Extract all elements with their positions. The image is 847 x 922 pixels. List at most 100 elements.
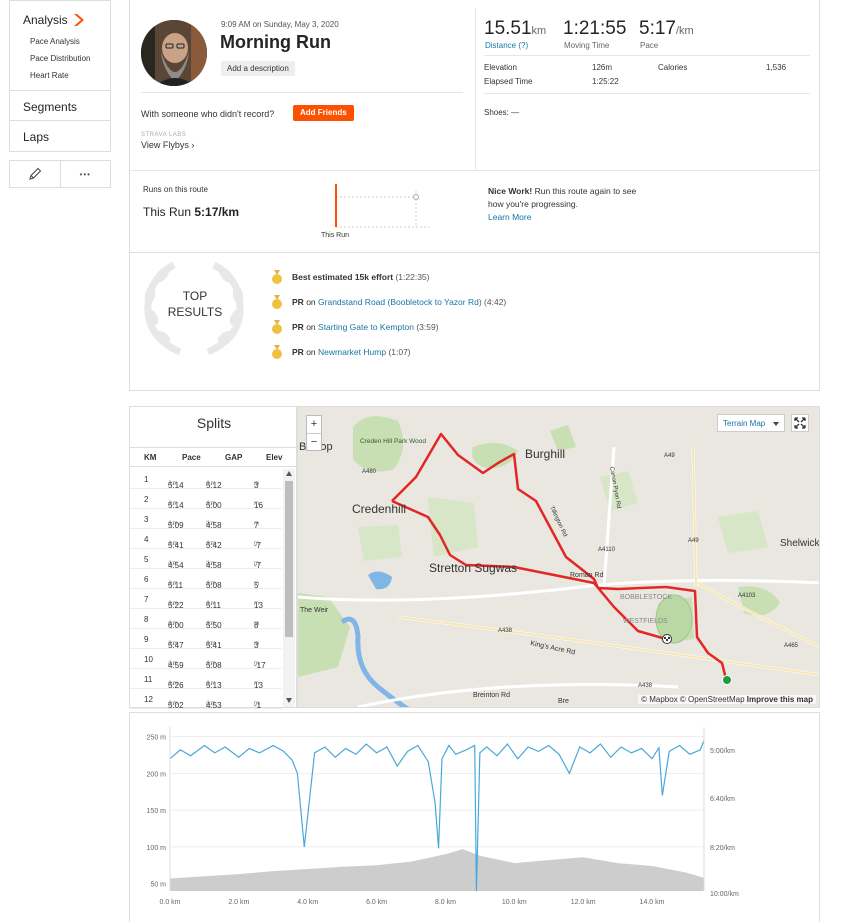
split-pace-unit: /km: [168, 561, 178, 567]
route-map[interactable]: Bishop Creden Hill Park Wood Burghill Cr…: [297, 406, 820, 708]
sidebar-item-laps[interactable]: Laps: [9, 121, 111, 152]
sidebar-item-pace-distribution[interactable]: Pace Distribution: [30, 54, 91, 63]
result-time: (4:42): [484, 297, 507, 307]
map-label-a438: A438: [498, 628, 513, 634]
split-row[interactable]: 9 5:47 /km 5:41 /km 3 m: [130, 629, 282, 650]
split-gap-value: 4:58: [206, 561, 222, 570]
moving-time-label: Moving Time: [564, 41, 610, 50]
improve-map-link[interactable]: Improve this map: [746, 695, 813, 704]
split-elev-unit: m: [254, 641, 259, 647]
split-row[interactable]: 8 6:00 /km 5:50 /km 8 m: [130, 609, 282, 630]
split-elev-value: 16: [254, 501, 263, 510]
map-label-burghill: Burghill: [525, 447, 565, 461]
distance-value: 15.51: [484, 18, 532, 39]
sidebar-item-analysis[interactable]: Analysis Pace Analysis Pace Distribution…: [9, 4, 111, 90]
splits-title: Splits: [196, 415, 232, 431]
result-type: Best estimated 15k effort: [292, 272, 394, 282]
split-gap-value: 4:58: [206, 521, 222, 530]
view-flybys-link[interactable]: View Flybys ›: [141, 140, 194, 150]
split-row[interactable]: 4 5:41 /km 5:42 /km -7 m: [130, 529, 282, 550]
split-pace-unit: /km: [168, 701, 178, 707]
terrain-map-dropdown[interactable]: Terrain Map: [717, 414, 785, 432]
divider-vertical: [475, 8, 476, 170]
y-axis-left-tick: 200 m: [147, 771, 167, 778]
split-gap-unit: /km: [206, 561, 216, 567]
osm-attribution-link[interactable]: © OpenStreetMap: [679, 695, 745, 704]
stat-pace: 5:17/km: [639, 18, 694, 40]
sidebar-item-segments[interactable]: Segments: [9, 90, 111, 121]
zoom-in-button[interactable]: +: [307, 416, 321, 434]
y-axis-right-tick: 5:00/km: [710, 748, 735, 755]
sidebar-item-pace-analysis[interactable]: Pace Analysis: [30, 37, 80, 46]
split-km: 1: [144, 475, 149, 484]
split-gap-unit: /km: [206, 521, 216, 527]
divider: [141, 92, 463, 93]
divider: [130, 170, 819, 171]
map-label-westfields: WESTFIELDS: [623, 618, 668, 625]
split-row[interactable]: 2 5:14 /km 5:00 /km 16 m: [130, 489, 282, 510]
split-row[interactable]: 12 5:02 /km 4:53 /km -1 m: [130, 689, 282, 710]
map-label-bre: Bre: [558, 698, 569, 705]
result-item: Best estimated 15k effort (1:22:35): [271, 270, 430, 284]
split-pace-value: 5:22: [168, 601, 184, 610]
scroll-up-icon[interactable]: [286, 471, 292, 476]
route-comparison-chart: This Run: [321, 184, 429, 239]
more-dots-icon: •••: [79, 169, 91, 179]
splits-scroll-thumb[interactable]: [285, 481, 293, 637]
split-km: 8: [144, 615, 149, 624]
split-pace-unit: /km: [168, 501, 178, 507]
map-label-a49-2: A49: [688, 538, 699, 544]
map-label-a465: A465: [784, 643, 799, 649]
map-label-a49: A49: [664, 453, 675, 459]
segment-link[interactable]: Newmarket Hump: [318, 347, 387, 357]
more-options-button[interactable]: •••: [61, 161, 111, 187]
distance-unit: km: [531, 25, 547, 37]
avatar[interactable]: [141, 20, 207, 86]
split-row[interactable]: 11 5:26 /km 5:13 /km 13 m: [130, 669, 282, 690]
sidebar-item-heart-rate[interactable]: Heart Rate: [30, 71, 69, 80]
top-results-card: TOP RESULTS Best estimated 15k effort (1…: [129, 253, 820, 391]
map-label-a4103: A4103: [738, 593, 756, 599]
split-row[interactable]: 3 5:09 /km 4:58 /km 7 m: [130, 509, 282, 530]
y-axis-left-tick: 50 m: [150, 882, 166, 889]
split-row[interactable]: 6 5:11 /km 5:08 /km 5 m: [130, 569, 282, 590]
split-row[interactable]: 1 5:14 /km 5:12 /km 3 m: [130, 469, 282, 490]
split-km: 12: [144, 695, 153, 704]
segment-link[interactable]: Starting Gate to Kempton: [318, 322, 414, 332]
fullscreen-button[interactable]: [791, 414, 809, 432]
splits-scrollbar[interactable]: [283, 469, 295, 707]
mapbox-attribution-link[interactable]: © Mapbox: [641, 695, 678, 704]
learn-more-link[interactable]: Learn More: [488, 212, 532, 222]
scroll-down-icon[interactable]: [286, 698, 292, 703]
edit-button[interactable]: [10, 161, 61, 187]
x-axis-tick: 8.0 km: [435, 899, 456, 906]
add-friends-button[interactable]: Add Friends: [293, 105, 354, 121]
add-description-button[interactable]: Add a description: [221, 61, 295, 76]
split-row[interactable]: 5 4:54 /km 4:58 /km -7 m: [130, 549, 282, 570]
route-line: [391, 432, 728, 680]
x-axis-tick: 2.0 km: [228, 899, 249, 906]
shoes-label: Shoes: —: [484, 108, 520, 117]
finish-marker: [662, 634, 672, 644]
chevron-right-icon: [74, 14, 84, 26]
zoom-out-button[interactable]: −: [310, 436, 318, 448]
elevation-pace-chart[interactable]: 250 m 200 m 150 m 100 m 50 m 5:00/km 6:40/km 8:…: [129, 712, 820, 922]
y-axis-right-tick: 10:00/km: [710, 891, 739, 898]
split-row[interactable]: 10 4:59 /km 5:08 /km -17 m: [130, 649, 282, 670]
x-axis-tick: 12.0 km: [571, 899, 596, 906]
with-someone-text: With someone who didn't record?: [141, 109, 275, 119]
split-elev-value: -1: [254, 701, 262, 710]
top-results-heading-line2: RESULTS: [167, 305, 223, 319]
split-gap-value: 5:50: [206, 621, 222, 630]
split-elev-unit: m: [254, 701, 259, 707]
distance-label[interactable]: Distance (?): [485, 41, 529, 50]
split-elev-value: 3: [254, 641, 259, 650]
split-gap-unit: /km: [206, 581, 216, 587]
split-pace-unit: /km: [168, 481, 178, 487]
sidebar-analysis-label[interactable]: Analysis: [23, 13, 68, 27]
elevation-pace-chart-svg[interactable]: 250 m 200 m 150 m 100 m 50 m 5:00/km 6:40/km 8:…: [130, 713, 821, 922]
split-elev-value: 13: [254, 601, 263, 610]
split-row[interactable]: 7 5:22 /km 5:11 /km 13 m: [130, 589, 282, 610]
segment-link[interactable]: Grandstand Road (Boobletock to Yazor Rd): [318, 297, 482, 307]
map-canvas[interactable]: Bishop Creden Hill Park Wood Burghill Cr…: [298, 407, 820, 708]
